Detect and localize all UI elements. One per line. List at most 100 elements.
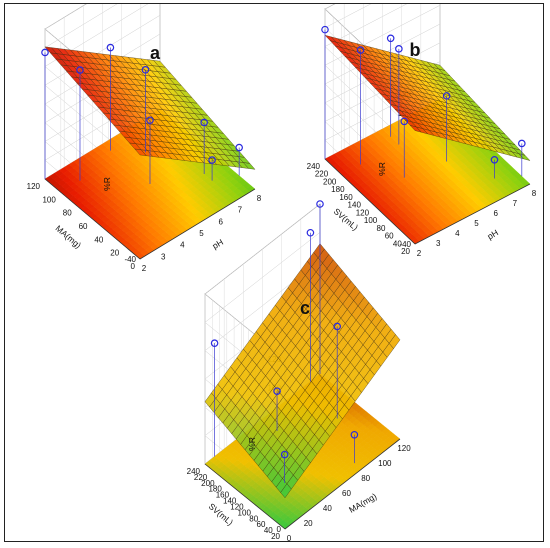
x-tick-label: 2 — [417, 249, 422, 258]
y-tick-label: 80 — [377, 224, 386, 233]
y-tick-label: 100 — [364, 216, 378, 225]
x-tick-label: 80 — [361, 474, 370, 483]
y-tick-label: 0 — [131, 262, 136, 271]
x-axis-label: pH — [211, 237, 225, 251]
y-tick-label: 200 — [323, 177, 337, 186]
data-point — [141, 66, 150, 74]
x-tick-label: 3 — [161, 252, 166, 261]
data-point — [106, 43, 115, 52]
data-point — [350, 430, 359, 439]
data-point — [306, 228, 315, 237]
z-axis-label: %R — [102, 177, 112, 191]
y-axis-line — [204, 463, 286, 530]
data-point — [395, 45, 403, 53]
y-tick-label: 240 — [307, 162, 321, 171]
data-point — [76, 66, 84, 74]
z-axis-label: %R — [247, 437, 257, 451]
panel-a: -40-200204060801001202345678020406080100… — [27, 0, 262, 273]
z-tick-label: 0 — [277, 525, 282, 534]
y-tick-label: 140 — [223, 497, 237, 506]
y-tick-label: 180 — [331, 185, 345, 194]
x-tick-label: 4 — [455, 229, 460, 238]
x-tick-label: 8 — [532, 189, 537, 198]
y-tick-label: 20 — [401, 247, 410, 256]
panel-letter-a: a — [150, 43, 161, 63]
data-point — [208, 156, 216, 164]
x-tick-label: 7 — [513, 199, 518, 208]
data-point — [518, 139, 526, 148]
data-point — [210, 339, 219, 347]
data-point — [400, 117, 409, 126]
figure-frame: -40-200204060801001202345678020406080100… — [4, 0, 544, 543]
x-tick-label: 60 — [342, 489, 351, 498]
data-point — [235, 143, 243, 152]
y-tick-label: 100 — [238, 508, 252, 517]
data-point — [490, 155, 499, 164]
y-tick-label: 40 — [264, 526, 273, 535]
y-tick-label: 160 — [339, 193, 353, 202]
x-tick-label: 6 — [493, 209, 498, 218]
x-tick-label: 40 — [323, 504, 332, 513]
y-tick-label: 120 — [230, 502, 244, 511]
y-axis-line — [44, 178, 141, 260]
data-point — [386, 34, 395, 43]
panel-letter-c: c — [300, 298, 310, 318]
data-point — [442, 92, 451, 100]
figure-canvas: -40-200204060801001202345678020406080100… — [27, 0, 537, 543]
y-tick-label: 80 — [63, 209, 72, 218]
y-tick-label: 220 — [315, 170, 329, 179]
y-tick-label: 240 — [187, 467, 201, 476]
data-point — [41, 48, 49, 57]
data-point — [280, 450, 289, 459]
x-tick-label: 5 — [199, 229, 204, 238]
x-tick-label: 6 — [218, 217, 223, 226]
x-axis-label: MA(mg) — [347, 491, 378, 515]
y-axis-line — [324, 158, 416, 245]
data-point — [333, 322, 341, 331]
x-tick-label: 0 — [287, 534, 292, 543]
data-point — [273, 387, 281, 395]
x-tick-label: 20 — [304, 519, 313, 528]
z-tick-label: -40 — [124, 255, 136, 264]
y-tick-label: 120 — [356, 208, 370, 217]
y-tick-label: 80 — [249, 514, 258, 523]
y-tick-label: 60 — [257, 520, 266, 529]
x-axis-line — [139, 188, 256, 260]
x-axis-line — [414, 183, 531, 245]
x-tick-label: 100 — [378, 459, 392, 468]
data-point — [321, 25, 329, 34]
x-tick-label: 8 — [257, 194, 262, 203]
data-point — [146, 116, 154, 125]
y-tick-label: 200 — [201, 479, 215, 488]
y-tick-label: 140 — [348, 201, 362, 210]
panel-c: 0204060801001200204060801001202040608010… — [187, 200, 411, 543]
z-tick-label: -40 — [399, 240, 411, 249]
x-axis-label: pH — [486, 227, 500, 241]
panel-letter-b: b — [410, 40, 421, 60]
y-tick-label: 220 — [194, 473, 208, 482]
y-tick-label: 40 — [393, 239, 402, 248]
z-axis-label: %R — [377, 162, 387, 176]
data-point — [316, 200, 324, 208]
y-tick-label: 180 — [208, 485, 222, 494]
x-tick-label: 4 — [180, 241, 185, 250]
x-tick-label: 5 — [474, 219, 479, 228]
y-tick-label: 20 — [271, 532, 280, 541]
surface-mesh-cell — [433, 63, 446, 71]
y-tick-label: 60 — [385, 232, 394, 241]
y-tick-label: 160 — [216, 491, 230, 500]
y-tick-label: 100 — [42, 195, 56, 204]
x-tick-label: 3 — [436, 239, 441, 248]
x-tick-label: 120 — [397, 444, 411, 453]
x-axis-line — [284, 438, 401, 530]
x-tick-label: 7 — [238, 206, 243, 215]
surface-mesh-cell — [153, 60, 166, 68]
x-tick-label: 2 — [142, 264, 147, 273]
data-point — [356, 46, 365, 54]
panel-b: -40-200204060801001202345678204060801001… — [307, 0, 537, 258]
y-tick-label: 60 — [79, 222, 88, 231]
y-tick-label: 40 — [94, 235, 103, 244]
data-point — [200, 118, 208, 127]
y-tick-label: 120 — [27, 182, 41, 191]
y-tick-label: 20 — [110, 249, 119, 258]
